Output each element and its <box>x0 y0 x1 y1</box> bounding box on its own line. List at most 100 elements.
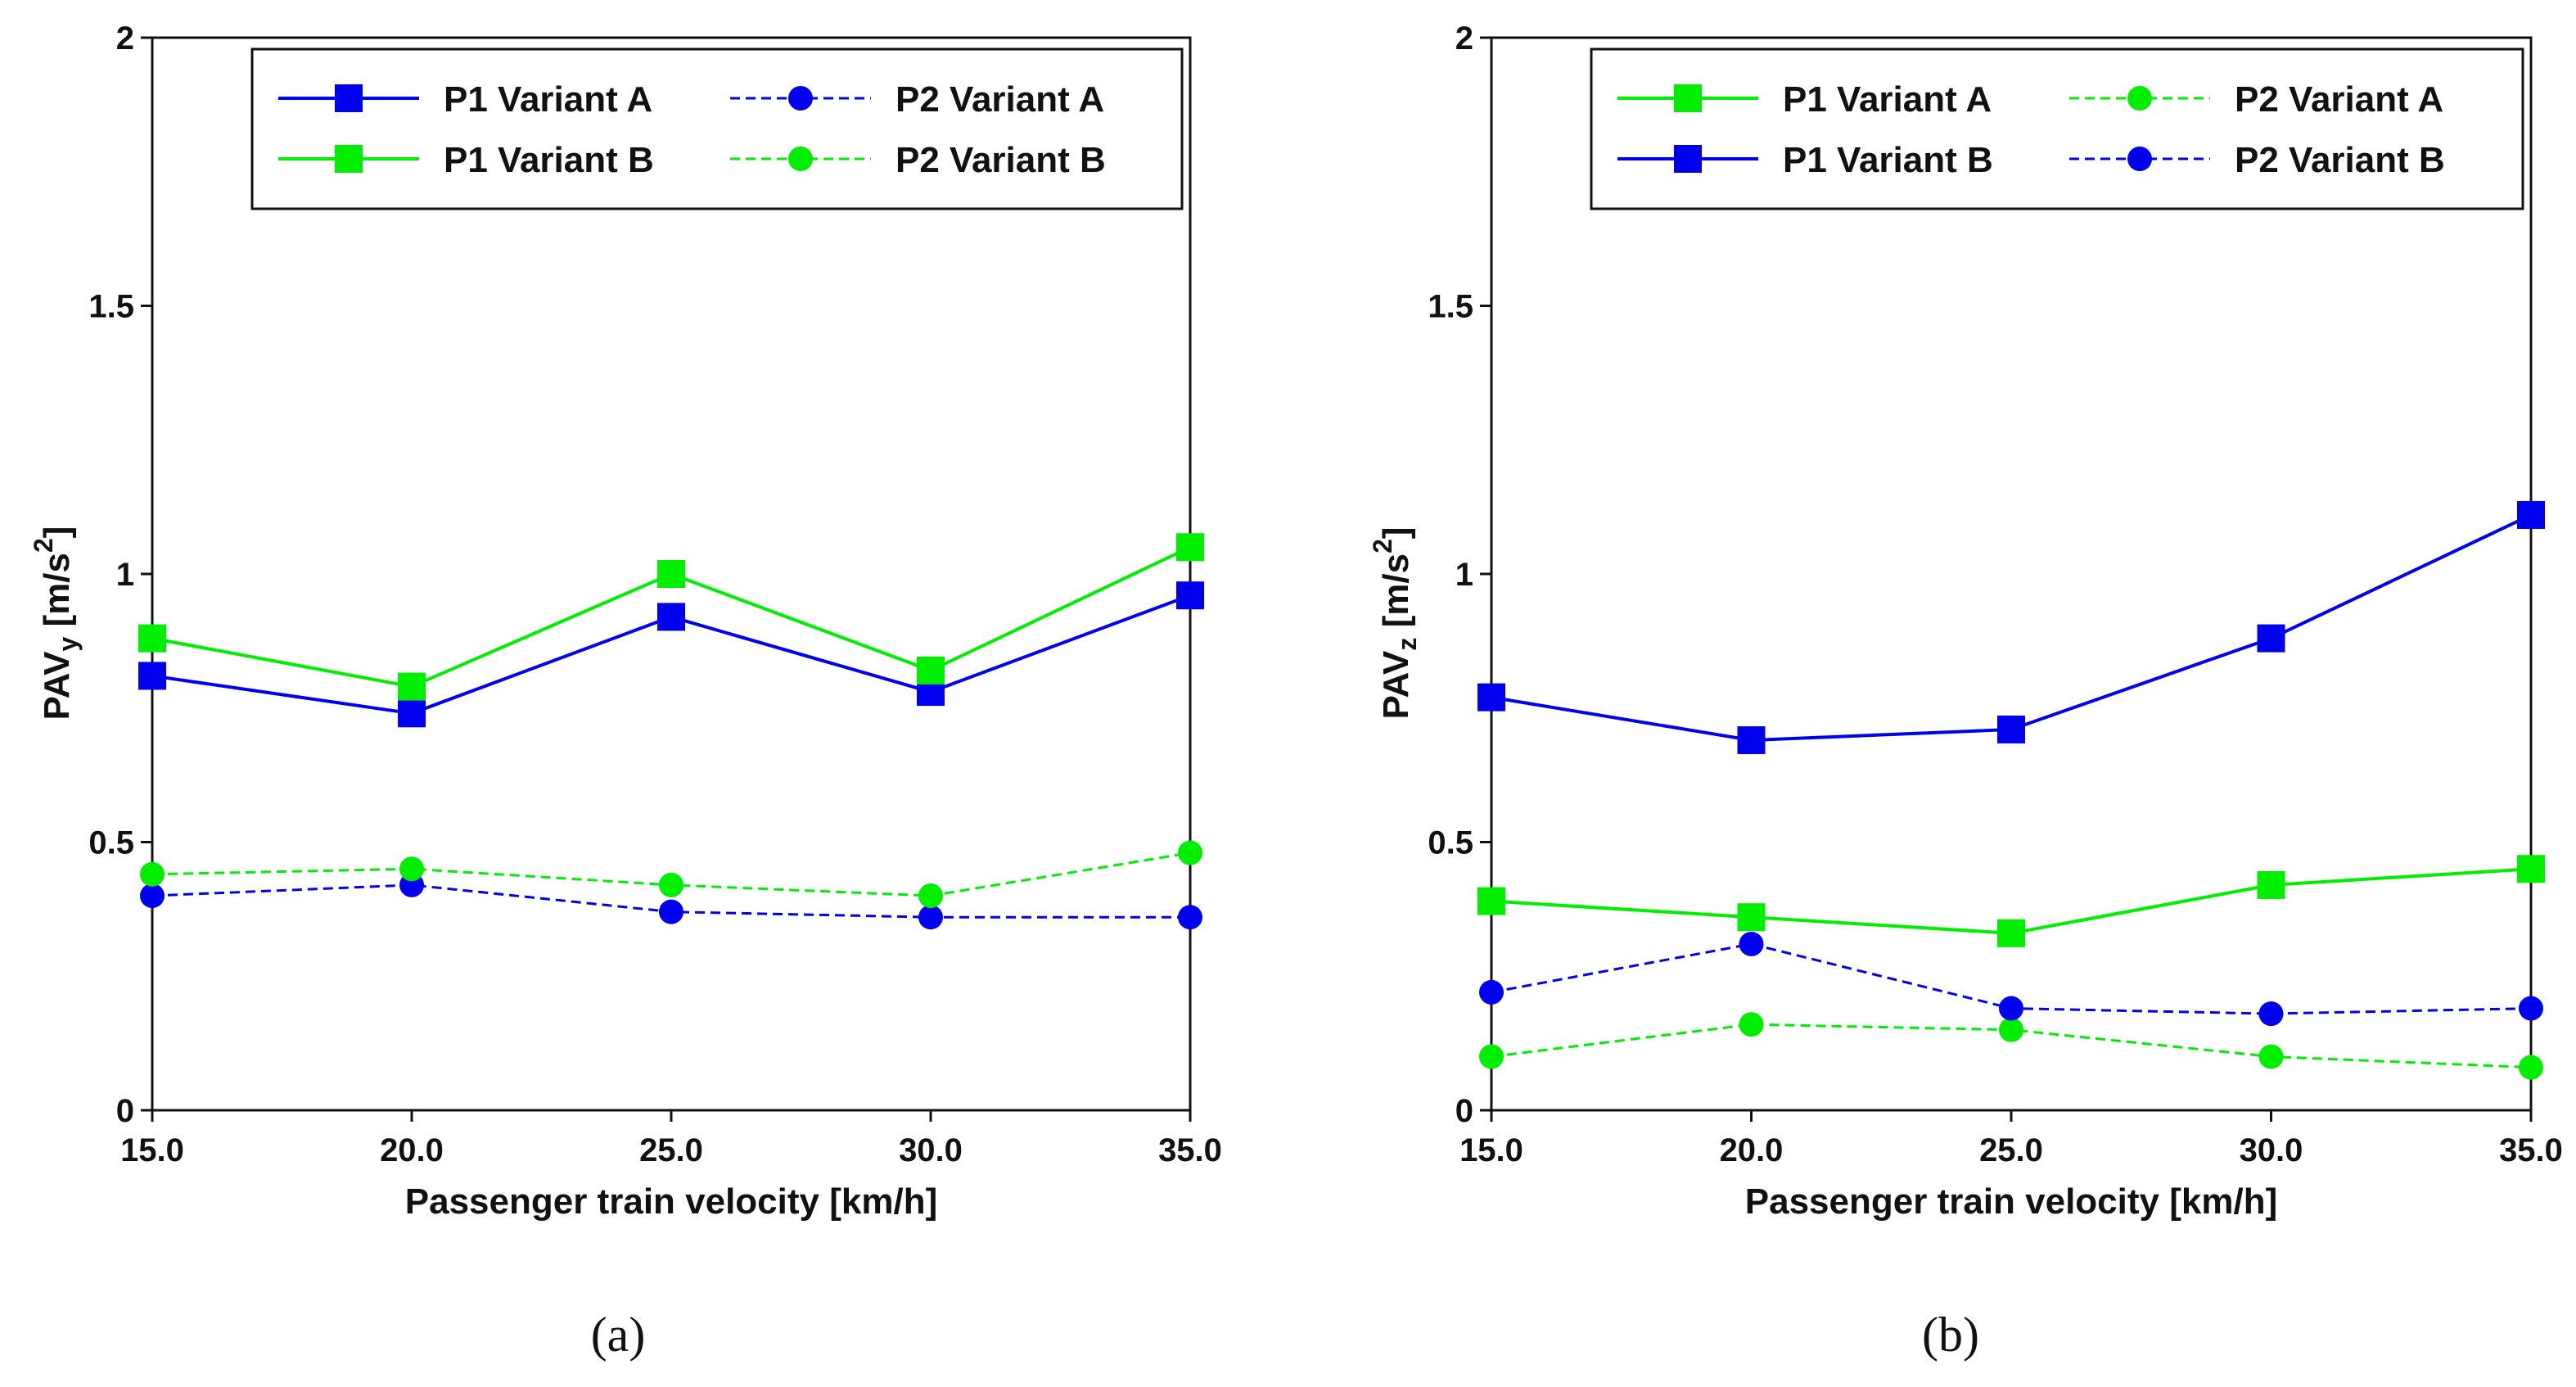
data-point-square <box>1477 683 1505 712</box>
legend-entry: P2 Variant A <box>2069 79 2443 120</box>
y-axis-title: PAVy [m/s2] <box>29 526 83 721</box>
series-line <box>1491 513 2532 743</box>
data-point-circle <box>399 856 424 882</box>
y-axis-title: PAVz [m/s2] <box>1368 526 1422 719</box>
y-axis-title-main: PAV <box>1376 650 1416 720</box>
y-tick-label: 0 <box>116 1093 134 1129</box>
data-point-circle <box>140 861 165 887</box>
data-point-circle <box>659 899 683 924</box>
series-p2-variant-b <box>140 840 1202 908</box>
x-tick-label: 35.0 <box>2499 1132 2563 1168</box>
legend-label: P1 Variant B <box>1783 140 1993 180</box>
chart-panel-a: 0 0.5 1 1.5 2 15.0 20.0 25.0 30.0 35.0 Passenger t… <box>29 20 1222 1362</box>
legend-label: P1 Variant B <box>444 140 654 180</box>
y-tick-label: 2 <box>1455 20 1473 56</box>
legend-entry: P1 Variant B <box>1617 140 1993 180</box>
legend-entry: P2 Variant A <box>730 79 1104 120</box>
data-point-square <box>1737 726 1766 755</box>
x-tick-label: 25.0 <box>1979 1132 2043 1168</box>
legend-label: P1 Variant A <box>444 79 652 120</box>
legend-swatch-square <box>1674 84 1702 112</box>
x-tick-label: 20.0 <box>380 1132 444 1168</box>
data-point-circle <box>2519 1055 2543 1080</box>
y-axis-title-unit-end: ] <box>37 526 77 539</box>
y-axis-title-unit: [m/s <box>1376 553 1416 638</box>
chart-panel-b: 0 0.5 1 1.5 2 15.0 20.0 25.0 30.0 35.0 Passenger t… <box>1368 20 2563 1362</box>
data-point-square <box>1737 903 1766 932</box>
data-point-square <box>1997 715 2025 743</box>
legend-swatch-circle <box>788 147 813 171</box>
series-p1-variant-a <box>138 581 1204 728</box>
series-p1-variant-b <box>1477 500 2545 755</box>
x-tick-label: 30.0 <box>899 1132 963 1168</box>
x-tick-label: 15.0 <box>1459 1132 1523 1168</box>
series-p2-variant-a <box>140 872 1202 930</box>
data-point-circle <box>659 872 683 897</box>
data-point-circle <box>2258 1044 2284 1069</box>
data-point-circle <box>918 905 943 930</box>
x-tick-label: 35.0 <box>1158 1132 1222 1168</box>
legend-label: P2 Variant A <box>2235 79 2443 120</box>
legend-label: P2 Variant A <box>896 79 1104 120</box>
series-p1-variant-b <box>138 533 1204 701</box>
x-axis-title: Passenger train velocity [km/h] <box>1745 1181 2277 1222</box>
legend-swatch-circle <box>2127 86 2152 111</box>
panel-caption: (b) <box>1922 1308 1979 1362</box>
x-tick-label: 20.0 <box>1720 1132 1784 1168</box>
data-point-circle <box>1739 931 1764 956</box>
legend-label: P2 Variant B <box>896 140 1106 180</box>
y-tick-label: 0.5 <box>1428 825 1473 861</box>
y-axis-title-subscript: y <box>53 637 83 652</box>
data-point-circle <box>2519 996 2543 1021</box>
y-axis-title-unit: [m/s <box>37 553 77 637</box>
legend-label: P1 Variant A <box>1783 79 1992 120</box>
data-point-circle <box>1178 905 1202 930</box>
data-point-square <box>2257 624 2285 653</box>
x-tick-label: 30.0 <box>2240 1132 2303 1168</box>
y-tick-label: 0.5 <box>88 825 134 861</box>
legend-entry: P2 Variant B <box>2069 140 2445 180</box>
x-axis-title: Passenger train velocity [km/h] <box>405 1181 937 1222</box>
legend-label: P2 Variant B <box>2235 140 2445 180</box>
series-p2-variant-a <box>1479 1012 2543 1080</box>
y-tick-label: 1.5 <box>1428 289 1473 325</box>
legend-swatch-square <box>335 84 363 112</box>
data-point-square <box>2517 855 2545 883</box>
data-point-circle <box>1739 1012 1764 1037</box>
data-point-square <box>398 699 426 728</box>
data-point-square <box>138 624 166 653</box>
legend-entry: P1 Variant A <box>1617 79 1992 120</box>
legend-swatch-square <box>1674 145 1702 173</box>
data-point-square <box>1176 533 1204 562</box>
legend-swatch-circle <box>2127 147 2152 171</box>
y-axis-title-main: PAV <box>37 651 77 721</box>
y-tick-label: 0 <box>1455 1093 1473 1129</box>
x-tick-label: 15.0 <box>120 1132 184 1168</box>
data-point-circle <box>140 883 165 908</box>
data-point-square <box>657 603 685 631</box>
legend-entry: P1 Variant A <box>278 79 652 120</box>
legend-entry: P2 Variant B <box>730 140 1106 180</box>
y-axis-title-superscript: 2 <box>1368 539 1397 553</box>
data-point-circle <box>1479 979 1504 1005</box>
data-point-circle <box>2258 1001 2284 1027</box>
data-point-circle <box>1479 1044 1504 1069</box>
legend-swatch-square <box>335 145 363 173</box>
legend-frame <box>250 47 1184 210</box>
legend-swatch-circle <box>788 86 813 111</box>
data-point-circle <box>918 883 943 908</box>
data-point-square <box>398 672 426 701</box>
legend: P1 Variant A P2 Variant A P1 Variant B P2 V… <box>250 47 1184 210</box>
data-point-square <box>917 656 945 684</box>
data-point-circle <box>1999 996 2023 1021</box>
legend-frame <box>1590 47 2524 210</box>
data-point-circle <box>1178 840 1202 865</box>
y-axis-title-superscript: 2 <box>29 538 58 553</box>
data-point-square <box>1477 887 1505 915</box>
x-tick-label: 25.0 <box>639 1132 703 1168</box>
y-axis-title-subscript: z <box>1392 638 1422 651</box>
series-p1-variant-a <box>1477 855 2545 947</box>
data-point-square <box>2257 870 2285 899</box>
data-point-square <box>1997 919 2025 947</box>
